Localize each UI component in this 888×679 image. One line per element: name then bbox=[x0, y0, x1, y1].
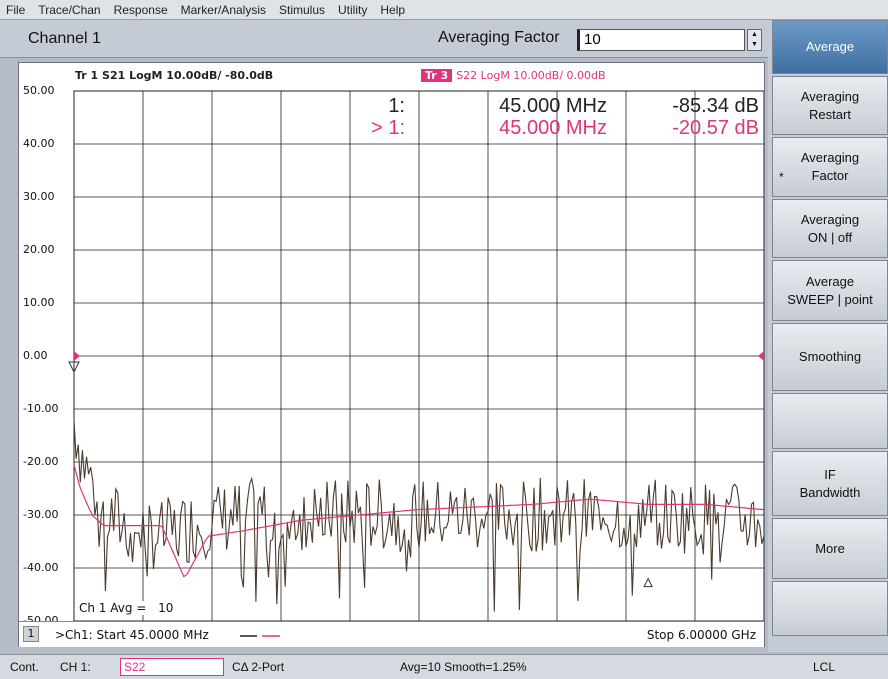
marker-readout: 1: 45.000 MHz -85.34 dB > 1: 45.000 MHz … bbox=[349, 95, 759, 139]
marker-1-row: 1: 45.000 MHz -85.34 dB bbox=[349, 95, 759, 117]
spin-down-icon[interactable]: ▼ bbox=[751, 41, 758, 48]
averaging-factor-input[interactable]: 10 bbox=[577, 29, 745, 51]
ch-avg-value: 10 bbox=[158, 601, 174, 615]
marker-caret-icon bbox=[643, 577, 653, 588]
marker-1-value: -85.34 dB bbox=[672, 95, 759, 117]
status-local: LCL bbox=[813, 660, 836, 674]
y-tick-label: 0.00 bbox=[23, 349, 48, 362]
channel-title: Channel 1 bbox=[28, 30, 101, 47]
softkey-more[interactable]: More bbox=[772, 518, 888, 579]
softkey-if-bandwidth[interactable]: IF Bandwidth bbox=[772, 451, 888, 516]
plot-graph[interactable] bbox=[19, 63, 764, 621]
softkey-label: Averaging bbox=[800, 88, 860, 104]
menu-utility[interactable]: Utility bbox=[338, 2, 368, 17]
softkey-label: Averaging bbox=[800, 211, 860, 227]
ch-avg-label: Ch 1 Avg = bbox=[79, 601, 147, 615]
reference-left-icon bbox=[74, 351, 80, 361]
softkey-blank-9[interactable] bbox=[772, 581, 888, 636]
status-calibration: CΔ 2-Port bbox=[232, 660, 285, 674]
sweep-range-strip: 1 >Ch1: Start 45.0000 MHz Stop 6.00000 G… bbox=[19, 621, 764, 647]
status-channel: CH 1: bbox=[60, 660, 91, 674]
plot-panel[interactable]: Tr 1 S21 LogM 10.00dB/ -80.0dB Tr 3 S22 L… bbox=[18, 62, 765, 647]
marker-triangle-icon bbox=[68, 361, 80, 374]
s22-trace bbox=[73, 464, 764, 578]
trace1-label[interactable]: Tr 1 S21 LogM 10.00dB/ -80.0dB bbox=[75, 69, 274, 82]
menu-response[interactable]: Response bbox=[113, 2, 168, 17]
y-tick-label: -20.00 bbox=[23, 455, 59, 468]
channel-avg-indicator: Ch 1 Avg = 10 bbox=[79, 601, 174, 615]
y-tick-label: 40.00 bbox=[23, 137, 55, 150]
channel-number-box[interactable]: 1 bbox=[23, 626, 39, 642]
status-sweep-mode: Cont. bbox=[10, 660, 39, 674]
trace3-badge: Tr 3 bbox=[421, 69, 453, 82]
stop-frequency[interactable]: Stop 6.00000 GHz bbox=[646, 628, 756, 642]
softkey-average-sweep-point[interactable]: Average SWEEP | point bbox=[772, 260, 888, 321]
y-tick-label: -30.00 bbox=[23, 508, 59, 521]
softkey-smoothing[interactable]: Smoothing bbox=[772, 323, 888, 391]
softkey-panel: Average Averaging Restart * Averaging Factor A… bbox=[768, 20, 888, 652]
marker-1-active-value: -20.57 dB bbox=[672, 117, 759, 139]
menu-trace-chan[interactable]: Trace/Chan bbox=[38, 2, 101, 17]
trace3-text: S22 LogM 10.00dB/ 0.00dB bbox=[456, 69, 606, 82]
softkey-blank-6[interactable] bbox=[772, 393, 888, 449]
y-tick-label: 20.00 bbox=[23, 243, 55, 256]
averaging-factor-spinner[interactable]: ▲ ▼ bbox=[747, 29, 762, 51]
averaging-factor-label: Averaging Factor bbox=[438, 29, 560, 46]
softkey-label: Averaging bbox=[800, 150, 860, 165]
softkey-label: Bandwidth bbox=[799, 484, 861, 500]
trace-legend-lines bbox=[240, 635, 280, 637]
y-tick-label: 50.00 bbox=[23, 84, 55, 97]
status-active-parameter[interactable]: S22 bbox=[120, 658, 224, 676]
softkey-average[interactable]: Average bbox=[772, 20, 888, 74]
menu-bar: File Trace/Chan Response Marker/Analysis… bbox=[0, 0, 888, 20]
start-frequency[interactable]: >Ch1: Start 45.0000 MHz bbox=[55, 628, 209, 642]
softkey-label: Factor bbox=[811, 168, 849, 183]
softkey-label: Average bbox=[805, 39, 855, 54]
softkey-label: ON | off bbox=[807, 229, 853, 245]
y-tick-label: -10.00 bbox=[23, 402, 59, 415]
softkey-label: More bbox=[815, 540, 845, 556]
status-bar: Cont. CH 1: S22 CΔ 2-Port Avg=10 Smooth=… bbox=[0, 654, 888, 679]
softkey-label: Average bbox=[805, 273, 855, 289]
marker-symbols bbox=[68, 351, 764, 588]
softkey-label: SWEEP | point bbox=[787, 291, 873, 307]
marker-1-active-row: > 1: 45.000 MHz -20.57 dB bbox=[349, 117, 759, 139]
menu-marker-analysis[interactable]: Marker/Analysis bbox=[180, 2, 266, 17]
menu-stimulus[interactable]: Stimulus bbox=[279, 2, 326, 17]
menu-help[interactable]: Help bbox=[380, 2, 406, 17]
softkey-label: Smoothing bbox=[798, 349, 862, 364]
marker-1-num: 1: bbox=[388, 95, 405, 117]
marker-1-active-freq: 45.000 MHz bbox=[499, 117, 607, 139]
softkey-label: Restart bbox=[809, 106, 851, 122]
status-avg-smooth: Avg=10 Smooth=1.25% bbox=[400, 660, 527, 674]
y-tick-label: 10.00 bbox=[23, 296, 55, 309]
softkey-selected-star: * bbox=[779, 170, 784, 184]
y-tick-label: -40.00 bbox=[23, 561, 59, 574]
s21-trace bbox=[73, 420, 764, 612]
menu-file[interactable]: File bbox=[6, 2, 26, 17]
softkey-averaging-factor[interactable]: * Averaging Factor bbox=[772, 137, 888, 197]
trace3-label[interactable]: Tr 3 S22 LogM 10.00dB/ 0.00dB bbox=[421, 69, 606, 82]
marker-1-active-num: > 1: bbox=[371, 117, 405, 139]
softkey-averaging-on-off[interactable]: Averaging ON | off bbox=[772, 199, 888, 258]
y-tick-label: 30.00 bbox=[23, 190, 55, 203]
softkey-label: IF bbox=[824, 466, 836, 482]
plot-grid bbox=[73, 90, 764, 621]
spin-up-icon[interactable]: ▲ bbox=[751, 31, 758, 38]
marker-1-freq: 45.000 MHz bbox=[499, 95, 607, 117]
channel-bar: Channel 1 Averaging Factor 10 ▲ ▼ bbox=[0, 20, 768, 58]
softkey-averaging-restart[interactable]: Averaging Restart bbox=[772, 76, 888, 135]
reference-right-icon bbox=[758, 351, 764, 361]
